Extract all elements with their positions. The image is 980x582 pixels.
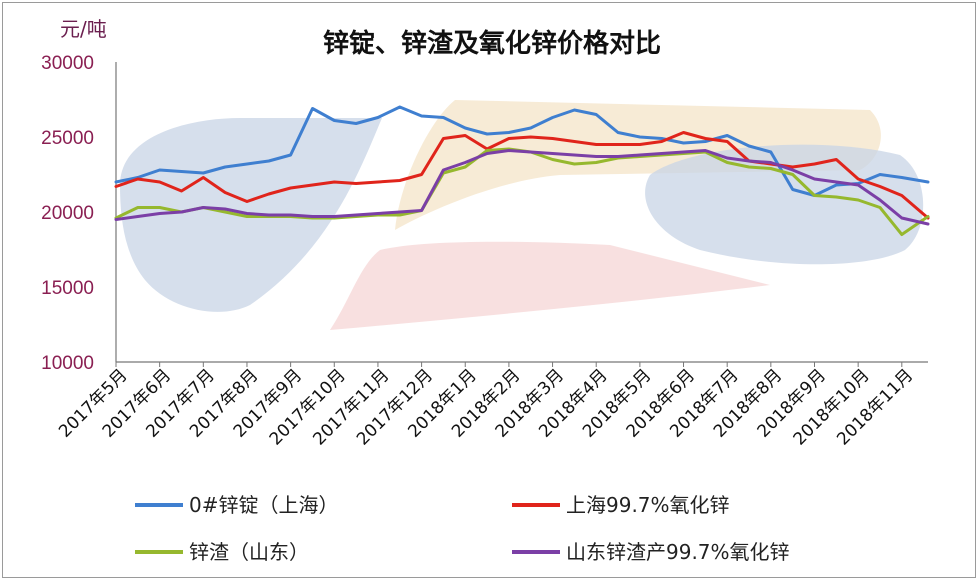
series-line-1 <box>114 105 930 197</box>
chart-title: 锌锭、锌渣及氧化锌价格对比 <box>323 28 661 59</box>
series-line-4 <box>114 149 930 226</box>
y-tick-label: 25000 <box>41 128 94 149</box>
y-tick-label: 30000 <box>41 53 94 74</box>
legend-label-3: 锌渣（山东） <box>189 540 309 564</box>
y-tick-label: 10000 <box>41 353 94 374</box>
legend-label-2: 上海99.7%氧化锌 <box>566 493 730 517</box>
legend-label-1: 0#锌锭（上海） <box>189 493 338 517</box>
legend-label-4: 山东锌渣产99.7%氧化锌 <box>566 540 790 564</box>
y-axis-unit-label: 元/吨 <box>60 17 107 41</box>
y-tick-label: 20000 <box>41 203 94 224</box>
series-line-2 <box>114 131 930 220</box>
y-tick-label: 15000 <box>41 278 94 299</box>
